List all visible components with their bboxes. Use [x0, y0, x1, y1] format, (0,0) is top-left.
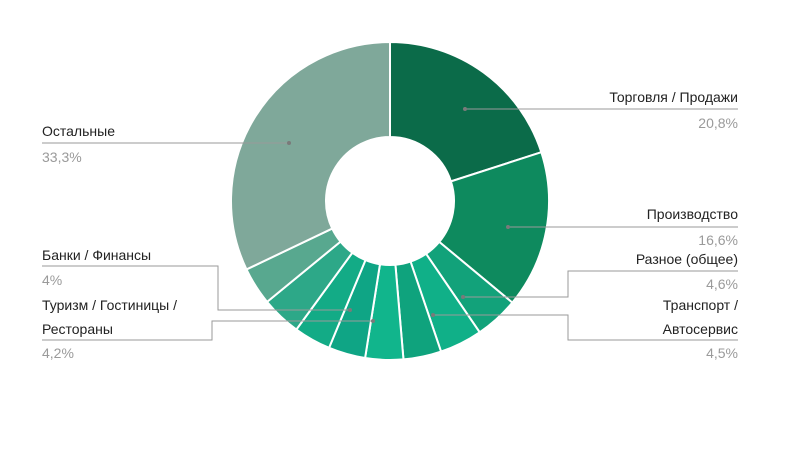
pct-tourism: 4,2% — [42, 345, 74, 361]
leader-tourism — [42, 320, 373, 341]
leader-dots — [287, 107, 510, 323]
leader-banks — [42, 265, 350, 311]
label-banks: Банки / Финансы — [42, 247, 152, 263]
dot-banks — [348, 308, 352, 312]
label-misc: Разное (общее) — [635, 251, 738, 267]
donut-slices — [230, 40, 550, 361]
pct-production: 16,6% — [698, 232, 738, 248]
label-tourism-line2: Рестораны — [42, 321, 113, 337]
dot-trade — [463, 107, 467, 111]
dot-tourism — [371, 319, 375, 323]
dot-transport — [431, 313, 435, 317]
donut-slice-1 — [437, 150, 550, 304]
label-transport-line1: Транспорт / — [662, 297, 738, 313]
donut-slice-0 — [389, 40, 543, 183]
pct-transport: 4,5% — [706, 345, 738, 361]
label-trade: Торговля / Продажи — [609, 89, 738, 105]
label-tourism-line1: Туризм / Гостиницы / — [42, 297, 178, 313]
pct-other: 33,3% — [42, 149, 82, 165]
leader-misc — [463, 270, 738, 298]
label-transport-line2: Автосервис — [662, 321, 738, 337]
pct-banks: 4% — [42, 272, 63, 288]
pct-trade: 20,8% — [698, 115, 738, 131]
dot-misc — [461, 295, 465, 299]
dot-production — [506, 225, 510, 229]
pct-misc: 4,6% — [706, 276, 738, 292]
dot-other — [287, 141, 291, 145]
donut-slice-10 — [230, 40, 391, 271]
label-production: Производство — [646, 206, 738, 222]
leader-lines — [42, 108, 738, 341]
label-other: Остальные — [42, 123, 115, 139]
leader-transport — [433, 314, 738, 341]
